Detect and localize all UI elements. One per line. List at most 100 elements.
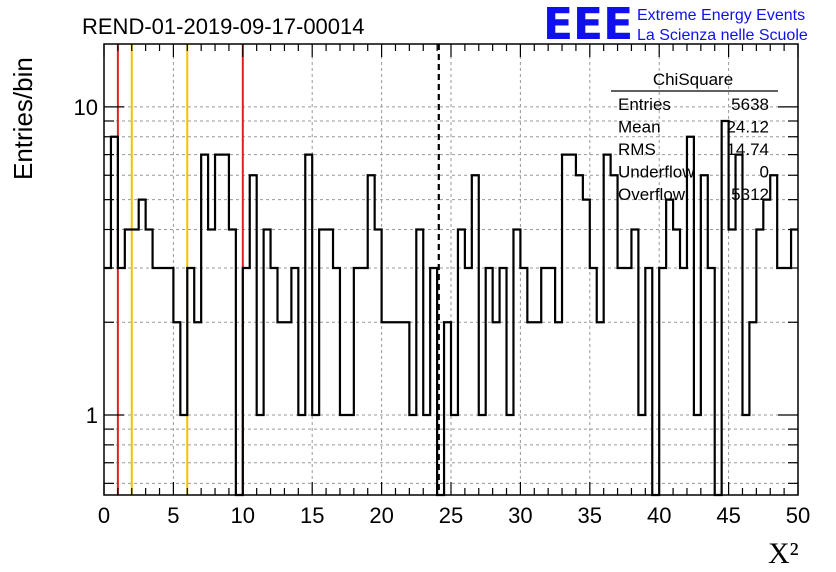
stats-row-value: 24.12 (726, 118, 769, 137)
histogram-bin (701, 175, 708, 495)
histogram-bin (118, 268, 125, 495)
stats-row-label: Underflow (618, 163, 695, 182)
histogram-bin (583, 200, 590, 495)
logo-line-2: La Scienza nelle Scuole (637, 27, 808, 44)
x-tick-label: 50 (786, 503, 810, 528)
histogram-bin (465, 268, 472, 495)
histogram-bin (430, 268, 437, 495)
histogram-bin (132, 230, 139, 495)
stats-row-label: Overflow (618, 185, 686, 204)
histogram-bin (729, 230, 736, 495)
stats-row-label: Entries (618, 95, 671, 114)
histogram-bin (187, 268, 194, 495)
x-axis-label: X² (768, 537, 799, 570)
histogram-bin (694, 415, 701, 495)
x-tick-label: 35 (578, 503, 602, 528)
histogram-bin (215, 155, 222, 495)
histogram-bin (687, 137, 694, 495)
histogram-bin (146, 230, 153, 495)
histogram-bin (742, 415, 749, 495)
stats-title: ChiSquare (653, 70, 733, 89)
histogram-bin (243, 268, 250, 495)
tick-labels: 0 5 10 15 20 25 30 35 40 45 50 1 10 (74, 95, 811, 528)
stats-row-label: Mean (618, 118, 661, 137)
histogram-bin (250, 175, 257, 495)
histogram-bin (569, 155, 576, 495)
histogram-bin (659, 268, 666, 495)
histogram-bin (375, 230, 382, 495)
histogram-bin (208, 230, 215, 495)
histogram-bin (666, 200, 673, 495)
histogram-bin (631, 230, 638, 495)
histogram-bin (354, 268, 361, 495)
y-tick-label: 1 (86, 403, 98, 428)
histogram-bin (278, 322, 285, 495)
histogram-bin (576, 175, 583, 495)
histogram-bin (673, 230, 680, 495)
histogram-bin (104, 268, 111, 495)
x-tick-label: 40 (647, 503, 671, 528)
histogram-bin (444, 322, 451, 495)
histogram-bin (180, 415, 187, 495)
stats-row-label: RMS (618, 140, 656, 159)
histogram-bin (736, 155, 743, 495)
histogram-bin (423, 415, 430, 495)
histogram-bin (222, 155, 229, 495)
histogram-bin (326, 230, 333, 495)
histogram-bin (638, 415, 645, 495)
x-tick-label: 10 (231, 503, 255, 528)
histogram-bin (291, 268, 298, 495)
histogram-bin (555, 322, 562, 495)
logo-mark: EEE (543, 0, 633, 50)
histogram-bin (264, 230, 271, 495)
histogram-bin (305, 155, 312, 495)
logo-line-1: Extreme Energy Events (637, 7, 805, 24)
histogram-bin (201, 155, 208, 495)
histogram-bin (284, 322, 291, 495)
histogram-bin (472, 175, 479, 495)
histogram-bin (597, 322, 604, 495)
stats-row-value: 5312 (731, 185, 769, 204)
histogram-bin (257, 415, 264, 495)
histogram-bin (389, 322, 396, 495)
histogram-bin (319, 230, 326, 495)
x-tick-label: 15 (300, 503, 324, 528)
histogram-bin (548, 268, 555, 495)
histogram-bin (618, 268, 625, 495)
stats-box: ChiSquare Entries 5638 Mean 24.12 RMS 14.74 Un… (611, 70, 778, 204)
histogram-bin (513, 230, 520, 495)
histogram-bin (534, 322, 541, 495)
axis-ticks (103, 44, 799, 495)
histogram-series (104, 119, 798, 497)
histogram-bin (368, 175, 375, 495)
histogram-bin (451, 415, 458, 495)
histogram-bin (479, 415, 486, 495)
eee-logo: EEE Extreme Energy Events La Scienza nel… (543, 0, 808, 50)
histogram-bin (645, 268, 652, 495)
histogram-bin (194, 322, 201, 495)
histogram-bin (111, 137, 118, 495)
histogram-bin (153, 268, 160, 495)
histogram-bin (541, 268, 548, 495)
x-tick-label: 30 (508, 503, 532, 528)
histogram-bin (500, 268, 507, 495)
histogram-bin (604, 155, 611, 495)
histogram-bin (160, 268, 167, 495)
stats-rows: Entries 5638 Mean 24.12 RMS 14.74 Underflow 0 Ov… (618, 95, 769, 204)
histogram-bin (562, 155, 569, 495)
y-tick-label: 10 (74, 95, 98, 120)
histogram-bin (784, 268, 791, 495)
histogram-bin (361, 268, 368, 495)
histogram-bin (708, 268, 715, 495)
histogram-bin (625, 268, 632, 495)
histogram-bin (409, 415, 416, 495)
histogram-bin (520, 268, 527, 495)
histogram-bin (395, 322, 402, 495)
histogram-bin (166, 268, 173, 495)
histogram-bin (527, 322, 534, 495)
histogram-bin (271, 268, 278, 495)
histogram-bin (333, 268, 340, 495)
x-tick-label: 0 (98, 503, 110, 528)
histogram-bin (402, 322, 409, 495)
